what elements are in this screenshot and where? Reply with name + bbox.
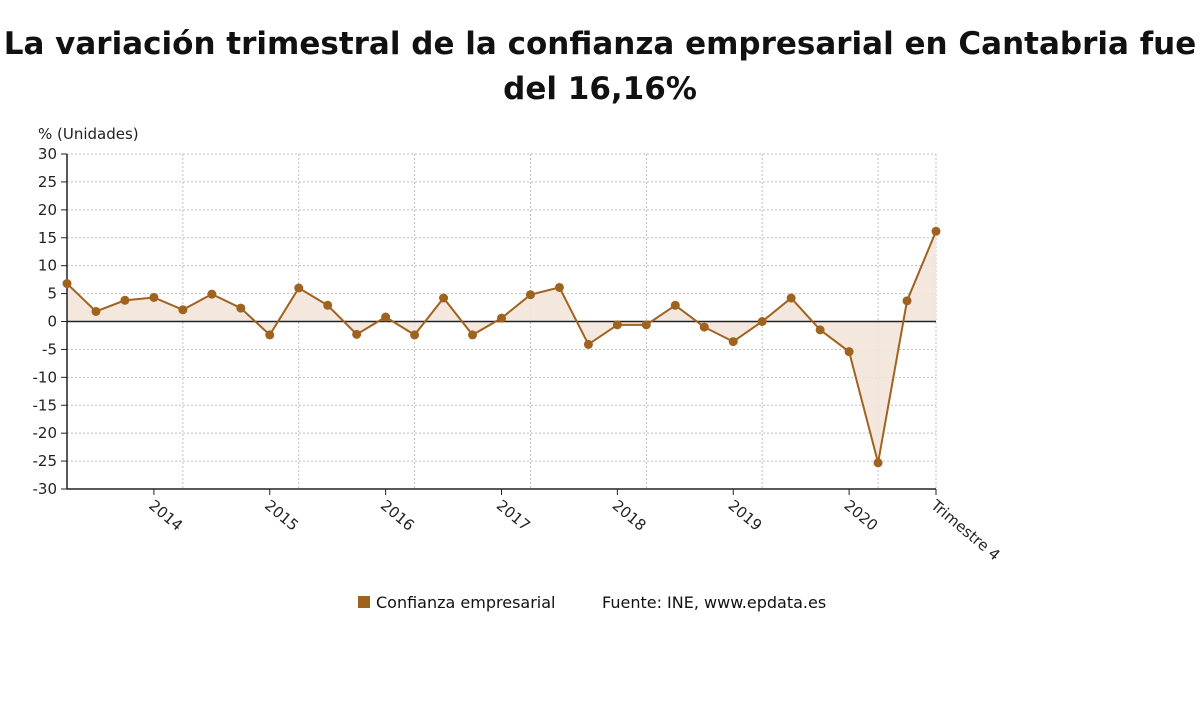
legend-swatch [358, 596, 370, 608]
data-point [902, 296, 912, 306]
area-fill [67, 231, 936, 463]
data-point [352, 329, 362, 339]
data-point [670, 300, 680, 310]
legend: Confianza empresarial Fuente: INE, www.e… [358, 593, 826, 612]
data-point [149, 292, 159, 302]
y-tick-label: 30 [38, 145, 57, 163]
area-path [67, 231, 936, 463]
x-tick-label: 2014 [145, 496, 186, 534]
y-tick-label: -30 [33, 480, 58, 498]
y-tick-label: 10 [38, 257, 57, 275]
y-tick-label: 0 [47, 313, 57, 331]
x-tick-label: 2017 [493, 496, 534, 534]
x-tick-label: 2019 [725, 496, 766, 534]
x-tick-label: 2015 [261, 496, 302, 534]
data-point [439, 293, 449, 303]
data-point [497, 313, 506, 323]
data-point [525, 290, 535, 300]
data-point [728, 337, 738, 347]
data-point [120, 295, 130, 305]
data-point [236, 303, 246, 313]
x-tick-label: 2016 [377, 496, 418, 534]
y-tick-label: -25 [33, 452, 58, 470]
data-point [265, 330, 275, 340]
source-label: Fuente: INE, www.epdata.es [602, 593, 826, 612]
y-tick-labels: 30 25 20 15 10 5 0 -5 -10 -15 -20 -25 -30 [33, 145, 58, 498]
data-point [873, 458, 883, 468]
data-point [815, 325, 825, 335]
data-point [468, 330, 478, 340]
data-point [844, 347, 854, 357]
chart-title: La variación trimestral de la confianza … [0, 22, 1200, 112]
x-tick-label: Trimestre 4 [927, 496, 1004, 565]
x-tick-label: 2018 [609, 496, 650, 534]
data-point [62, 279, 72, 289]
data-point [294, 283, 304, 293]
x-tick-labels: 2014 2015 2016 2017 2018 2019 2020 Trimestre 4 [145, 496, 1003, 565]
data-point [641, 320, 651, 330]
y-tick-label: -20 [33, 424, 58, 442]
y-axis-label: % (Unidades) [38, 125, 139, 143]
data-point [410, 330, 420, 340]
y-tick-label: 15 [38, 229, 57, 247]
x-tick-label: 2020 [841, 496, 882, 534]
chart-title-line1: La variación trimestral de la confianza … [3, 26, 1197, 62]
data-point [91, 306, 101, 316]
chart-title-line2: del 16,16% [503, 71, 697, 107]
y-tick-label: 5 [47, 285, 57, 303]
legend-label: Confianza empresarial [376, 593, 555, 612]
data-point [554, 282, 564, 292]
series-points [62, 226, 941, 468]
data-point [786, 293, 796, 303]
series-polyline [66, 230, 937, 464]
data-point [323, 300, 333, 310]
axes [61, 153, 937, 495]
y-tick-label: -5 [42, 340, 57, 358]
y-tick-label: 20 [38, 201, 57, 219]
data-point [931, 226, 941, 236]
series-line [66, 230, 937, 464]
data-point [612, 320, 622, 330]
data-point [757, 317, 767, 326]
data-point [381, 312, 391, 322]
data-point [207, 289, 217, 299]
data-point [178, 305, 188, 315]
y-tick-label: -10 [33, 368, 58, 386]
y-tick-label: 25 [38, 173, 57, 191]
y-tick-label: -15 [33, 396, 58, 414]
data-point [583, 339, 593, 349]
data-point [699, 322, 709, 332]
